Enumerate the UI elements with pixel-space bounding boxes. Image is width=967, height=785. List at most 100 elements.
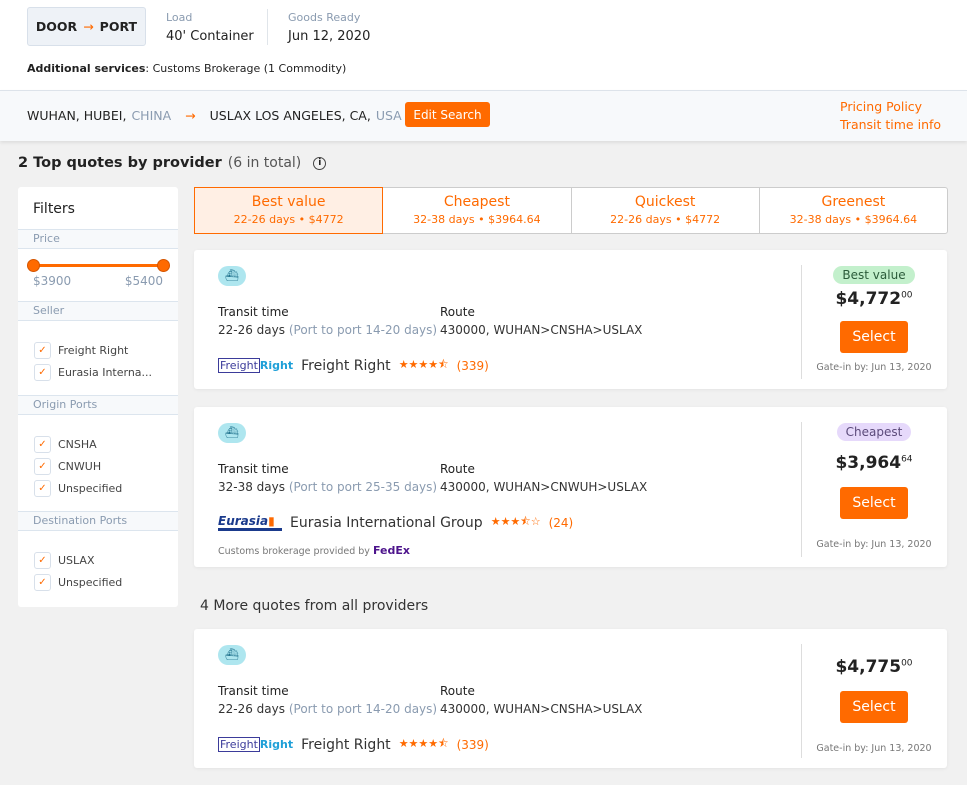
quote-card: ⛴ Transit time 22-26 days (Port to port 1…: [194, 250, 947, 389]
transit-days: 32-38 days: [218, 480, 286, 494]
more-quotes-heading: 4 More quotes from all providers: [200, 598, 429, 614]
mode-to: PORT: [99, 19, 138, 34]
customs-label: Customs brokerage provided by: [218, 546, 370, 557]
divider: [801, 422, 802, 557]
tab-best-value[interactable]: Best value 22-26 days • $4772: [194, 187, 384, 234]
eurasia-logo: Eurasia▮: [218, 514, 282, 531]
review-count[interactable]: (24): [548, 515, 574, 530]
check-icon: ✓: [34, 435, 51, 453]
dest-city: USLAX LOS ANGELES, CA,: [209, 108, 371, 123]
port-to-port: (Port to port 14-20 days): [288, 702, 438, 716]
route-value: 430000, WUHAN>CNSHA>USLAX: [440, 702, 643, 716]
check-icon: ✓: [34, 573, 51, 591]
tab-sub: 22-26 days • $4772: [610, 213, 721, 226]
quote-card: ⛴ Transit time 22-26 days (Port to port 1…: [194, 629, 947, 768]
check-icon: ✓: [34, 551, 51, 569]
provider-name[interactable]: Freight Right: [301, 736, 391, 753]
checkbox-label: Unspecified: [58, 481, 123, 495]
rating-stars: ★★★★⯪: [398, 737, 449, 750]
cheapest-badge: Cheapest: [836, 423, 912, 441]
freight-right-logo: Freight Right: [218, 358, 293, 373]
tab-sub: 32-38 days • $3964.64: [789, 213, 918, 226]
logo-part: Right: [259, 738, 294, 751]
checkbox-label: USLAX: [58, 553, 95, 567]
info-icon[interactable]: i: [313, 156, 327, 170]
tab-sub: 32-38 days • $3964.64: [413, 213, 541, 226]
price-section-label: Price: [18, 229, 178, 249]
ship-icon: ⛴: [218, 423, 246, 443]
price-cents: 64: [901, 454, 913, 465]
best-value-badge: Best value: [833, 266, 915, 284]
seller-checkbox[interactable]: ✓ Freight Right: [18, 339, 178, 361]
tab-cheapest[interactable]: Cheapest 32-38 days • $3964.64: [383, 188, 572, 233]
route-value: 430000, WUHAN>CNWUH>USLAX: [440, 480, 648, 494]
tab-greenest[interactable]: Greenest 32-38 days • $3964.64: [760, 188, 947, 233]
tab-title: Best value: [251, 194, 326, 210]
route-label: Route: [440, 684, 475, 698]
pricing-policy-link[interactable]: Pricing Policy: [840, 99, 923, 114]
logo-part: Eurasia: [218, 514, 269, 528]
route-label: Route: [440, 462, 475, 476]
ready-value: Jun 12, 2020: [288, 29, 371, 44]
select-button[interactable]: Select: [840, 321, 908, 353]
transit-info-link[interactable]: Transit time info: [840, 117, 942, 132]
check-icon: ✓: [34, 363, 51, 381]
dest-checkbox[interactable]: ✓ Unspecified: [18, 571, 178, 593]
mode-badge: DOOR → PORT: [27, 7, 146, 46]
price-slider[interactable]: $3900 $5400: [18, 249, 178, 301]
sort-tabs: Best value 22-26 days • $4772 Cheapest 32-…: [194, 187, 948, 234]
price: $4,77500: [801, 657, 947, 677]
dest-checkbox[interactable]: ✓ USLAX: [18, 549, 178, 571]
fedex-logo: FedEx: [373, 544, 410, 557]
transit-days: 22-26 days: [218, 323, 286, 337]
seller-checkbox[interactable]: ✓ Eurasia Interna...: [18, 361, 178, 383]
quote-card: ⛴ Transit time 32-38 days (Port to port 2…: [194, 407, 947, 567]
tab-quickest[interactable]: Quickest 22-26 days • $4772: [572, 188, 760, 233]
review-count[interactable]: (339): [456, 737, 489, 752]
mode-from: DOOR: [35, 19, 78, 34]
search-summary: DOOR → PORT Load 40' Container Goods Ready J…: [0, 0, 967, 90]
additional-services: Additional services: Customs Brokerage (…: [27, 62, 347, 75]
slider-min-handle[interactable]: [27, 259, 40, 272]
transit-label: Transit time: [218, 684, 289, 698]
results-total: (6 in total): [227, 155, 302, 171]
logo-part: Freight: [218, 358, 260, 373]
price-whole: $4,775: [835, 657, 902, 677]
select-button[interactable]: Select: [840, 691, 908, 723]
checkbox-label: Eurasia Interna...: [58, 365, 153, 379]
checkbox-label: CNWUH: [58, 459, 102, 473]
origin-checkbox[interactable]: ✓ Unspecified: [18, 477, 178, 499]
seller-section-label: Seller: [18, 301, 178, 321]
edit-search-button[interactable]: Edit Search: [405, 102, 490, 127]
divider: [801, 265, 802, 379]
route-bar: WUHAN, HUBEI, CHINA → USLAX LOS ANGELES, …: [0, 90, 967, 141]
gate-in-date: Gate-in by: Jun 13, 2020: [816, 539, 932, 550]
ready-label: Goods Ready: [288, 11, 361, 24]
port-to-port: (Port to port 25-35 days): [288, 480, 438, 494]
price-max: $5400: [124, 274, 163, 288]
route-value: 430000, WUHAN>CNSHA>USLAX: [440, 323, 643, 337]
select-button[interactable]: Select: [840, 487, 908, 519]
services-value: Customs Brokerage (1 Commodity): [152, 62, 347, 75]
price: $4,77200: [801, 289, 947, 309]
tab-sub: 22-26 days • $4772: [233, 213, 344, 226]
check-icon: ✓: [34, 341, 51, 359]
route-label: Route: [440, 305, 475, 319]
filters-title: Filters: [33, 201, 75, 217]
dest-country: USA: [375, 108, 402, 123]
origin-checkbox[interactable]: ✓ CNWUH: [18, 455, 178, 477]
checkbox-label: Unspecified: [58, 575, 123, 589]
origin-checkbox[interactable]: ✓ CNSHA: [18, 433, 178, 455]
price: $3,96464: [801, 453, 947, 473]
divider: [801, 644, 802, 758]
checkbox-label: CNSHA: [58, 437, 97, 451]
arrow-right-icon: →: [185, 108, 196, 123]
provider-name[interactable]: Eurasia International Group: [290, 514, 483, 531]
rating-stars: ★★★⯪☆: [490, 515, 541, 528]
slider-max-handle[interactable]: [157, 259, 170, 272]
services-label: Additional services: [27, 62, 146, 75]
provider-name[interactable]: Freight Right: [301, 357, 391, 374]
check-icon: ✓: [34, 479, 51, 497]
price-min: $3900: [33, 274, 72, 288]
review-count[interactable]: (339): [456, 358, 489, 373]
